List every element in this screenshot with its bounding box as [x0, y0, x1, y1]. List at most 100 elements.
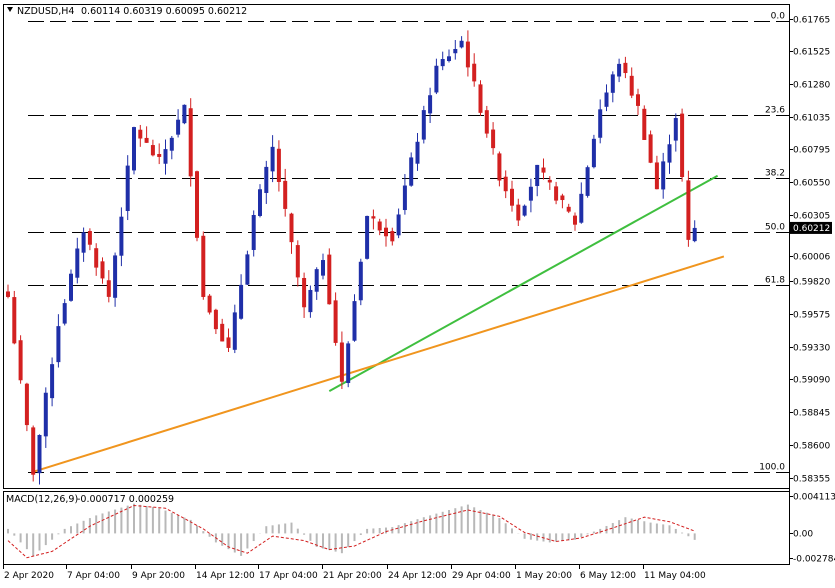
fib-level-label: 50.0	[765, 223, 785, 233]
candle-body	[195, 171, 199, 238]
candle-body	[6, 291, 10, 296]
price-tick-label: 0.61525	[793, 48, 830, 58]
candle-body	[554, 186, 558, 200]
candle-body	[491, 130, 495, 149]
candle-body	[340, 343, 344, 382]
candle-body	[113, 255, 117, 297]
candle-body	[126, 166, 130, 211]
fib-level-label: 23.6	[765, 106, 785, 116]
candle-body	[529, 187, 533, 201]
candle-body	[220, 324, 224, 342]
time-tick-label: 11 May 04:00	[644, 571, 706, 581]
candle-body	[605, 93, 609, 107]
candle-body	[416, 142, 420, 164]
candle-body	[542, 168, 546, 173]
candle-body	[579, 194, 583, 223]
candle-body	[403, 186, 407, 210]
orange-trendline[interactable]	[33, 256, 724, 471]
candle-body	[208, 296, 212, 313]
candle-body	[258, 189, 262, 216]
ohlc-values: 0.60114 0.60319 0.60095 0.60212	[81, 6, 247, 17]
time-tick-label: 21 Apr 20:00	[323, 571, 382, 581]
candle-body	[472, 64, 476, 82]
time-tick-label: 14 Apr 12:00	[196, 571, 255, 581]
candle-body	[296, 245, 300, 277]
candle-body	[164, 149, 168, 164]
time-tick-label: 9 Apr 20:00	[132, 571, 185, 581]
candle-body	[516, 205, 520, 221]
candle-body	[397, 214, 401, 235]
candle-body	[573, 216, 577, 225]
candle-body	[132, 127, 136, 170]
fib-level-label: 61.8	[765, 276, 785, 286]
candle-body	[290, 214, 294, 243]
candle-body	[119, 217, 123, 256]
candle-body	[649, 134, 653, 162]
candle-body	[12, 297, 16, 343]
candle-body	[661, 161, 665, 189]
macd-signal-line	[8, 506, 695, 558]
candle-body	[453, 49, 457, 53]
candle-body	[214, 310, 218, 329]
candle-body	[686, 180, 690, 239]
fib-level-label: 0.0	[771, 12, 786, 22]
candle-body	[227, 337, 231, 348]
macd-label: MACD(12,26,9)	[6, 494, 78, 505]
macd-tick-label: 0.004113	[793, 493, 835, 503]
candle-body	[151, 145, 155, 155]
candle-body	[277, 149, 281, 182]
candle-body	[56, 326, 60, 362]
macd-tick-label: -0.002784	[793, 555, 835, 565]
candle-body	[592, 139, 596, 167]
price-tick-label: 0.59330	[793, 344, 830, 354]
collapse-triangle-icon[interactable]	[7, 7, 13, 12]
candle-body	[19, 340, 23, 380]
candle-body	[497, 153, 501, 180]
candle-body	[504, 177, 508, 191]
price-tick-label: 0.59090	[793, 376, 830, 386]
candle-body	[510, 189, 514, 206]
macd-header: MACD(12,26,9) -0.000717 0.000259	[6, 494, 174, 505]
fib-level-label: 100.0	[759, 463, 785, 473]
candle-body	[50, 364, 54, 398]
fib-level-label: 38.2	[765, 169, 785, 179]
price-tick-label: 0.59575	[793, 311, 830, 321]
candle-body	[560, 195, 564, 200]
candle-body	[384, 228, 388, 237]
candle-body	[75, 249, 79, 278]
candle-body	[693, 228, 697, 241]
candle-body	[460, 41, 464, 48]
candle-body	[365, 216, 369, 259]
price-tick-label: 0.60795	[793, 146, 830, 156]
candle-body	[321, 260, 325, 276]
candle-body	[523, 206, 527, 216]
candle-body	[535, 165, 539, 186]
macd-values: -0.000717 0.000259	[77, 494, 174, 505]
candle-body	[315, 269, 319, 292]
candle-body	[182, 105, 186, 123]
candle-body	[409, 157, 413, 185]
candle-body	[359, 262, 363, 301]
candle-body	[353, 301, 357, 341]
chart-header: NZDUSD,H4 0.60114 0.60319 0.60095 0.6021…	[7, 6, 247, 17]
candle-body	[170, 138, 174, 151]
candle-body	[485, 110, 489, 133]
candle-body	[346, 343, 350, 383]
symbol-label: NZDUSD,H4	[17, 6, 74, 17]
candle-body	[642, 109, 646, 140]
candle-body	[466, 42, 470, 68]
candle-body	[371, 216, 375, 218]
candle-body	[390, 231, 394, 241]
candle-body	[334, 300, 338, 343]
candle-body	[252, 215, 256, 250]
candle-body	[239, 285, 243, 319]
macd-tick-label: 0.00	[793, 530, 813, 540]
candle-body	[441, 59, 445, 66]
candle-body	[201, 236, 205, 297]
candle-body	[101, 261, 105, 278]
price-tick-label: 0.58355	[793, 475, 830, 485]
price-tick-label: 0.61035	[793, 114, 830, 124]
candle-body	[107, 280, 111, 297]
candle-body	[617, 64, 621, 77]
